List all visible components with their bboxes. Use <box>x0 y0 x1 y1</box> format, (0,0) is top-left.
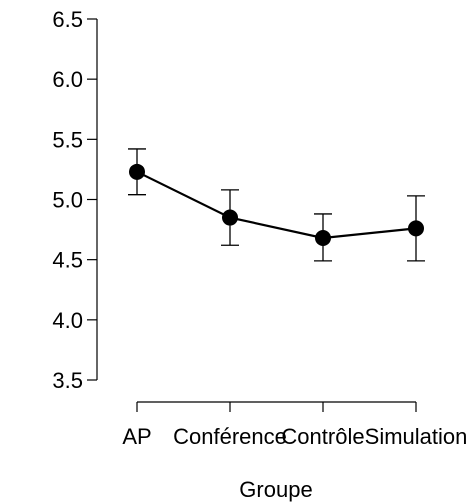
x-tick-label: Conférence <box>173 424 287 449</box>
y-tick-label: 3.5 <box>52 368 83 393</box>
data-point <box>315 230 331 247</box>
x-axis-title: Groupe <box>239 477 312 502</box>
y-tick-label: 5.0 <box>52 188 83 213</box>
data-point <box>408 220 424 237</box>
x-tick-label: Contrôle <box>281 424 364 449</box>
y-tick-label: 5.5 <box>52 127 83 152</box>
y-tick-label: 4.0 <box>52 308 83 333</box>
x-tick-label: AP <box>122 424 151 449</box>
y-axis: 3.5 4.0 4.5 5.0 5.5 6.0 6.5 <box>52 7 98 393</box>
y-tick-label: 4.5 <box>52 248 83 273</box>
data-point <box>222 209 238 226</box>
x-tick-label: Simulation <box>365 424 468 449</box>
series-line <box>136 170 417 240</box>
y-tick-label: 6.5 <box>52 7 83 32</box>
plot-area <box>128 148 425 262</box>
y-tick-label: 6.0 <box>52 67 83 92</box>
data-point <box>129 163 145 180</box>
